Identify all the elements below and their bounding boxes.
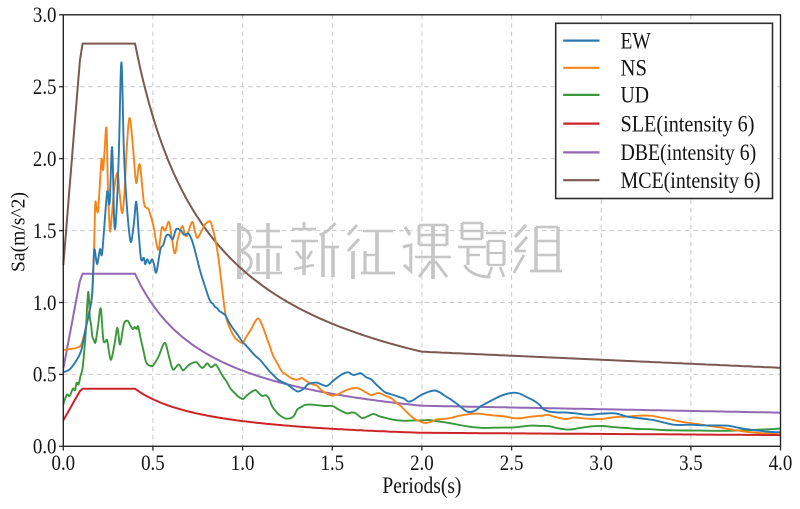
svg-text:3.5: 3.5: [679, 450, 703, 475]
svg-text:0.5: 0.5: [33, 362, 57, 387]
svg-text:EW: EW: [621, 28, 652, 54]
svg-text:Sa(m/s^2): Sa(m/s^2): [7, 192, 29, 272]
svg-text:Periods(s): Periods(s): [382, 473, 461, 499]
svg-text:1.0: 1.0: [231, 450, 255, 475]
svg-text:UD: UD: [621, 83, 650, 109]
svg-text:1.0: 1.0: [33, 290, 57, 315]
svg-text:4.0: 4.0: [769, 450, 793, 475]
svg-text:3.0: 3.0: [589, 450, 613, 475]
svg-text:3.0: 3.0: [33, 2, 57, 27]
svg-text:2.5: 2.5: [33, 74, 57, 99]
svg-text:2.5: 2.5: [500, 450, 524, 475]
svg-text:NS: NS: [621, 56, 648, 82]
svg-text:0.5: 0.5: [141, 450, 165, 475]
svg-text:1.5: 1.5: [321, 450, 345, 475]
svg-text:0.0: 0.0: [33, 434, 57, 459]
svg-text:MCE(intensity 6): MCE(intensity 6): [621, 168, 761, 194]
svg-text:SLE(intensity 6): SLE(intensity 6): [621, 111, 755, 137]
svg-text:2.0: 2.0: [410, 450, 434, 475]
svg-text:1.5: 1.5: [33, 218, 57, 243]
svg-text:0.0: 0.0: [52, 450, 76, 475]
svg-text:2.0: 2.0: [33, 146, 57, 171]
svg-text:DBE(intensity 6): DBE(intensity 6): [621, 140, 757, 166]
